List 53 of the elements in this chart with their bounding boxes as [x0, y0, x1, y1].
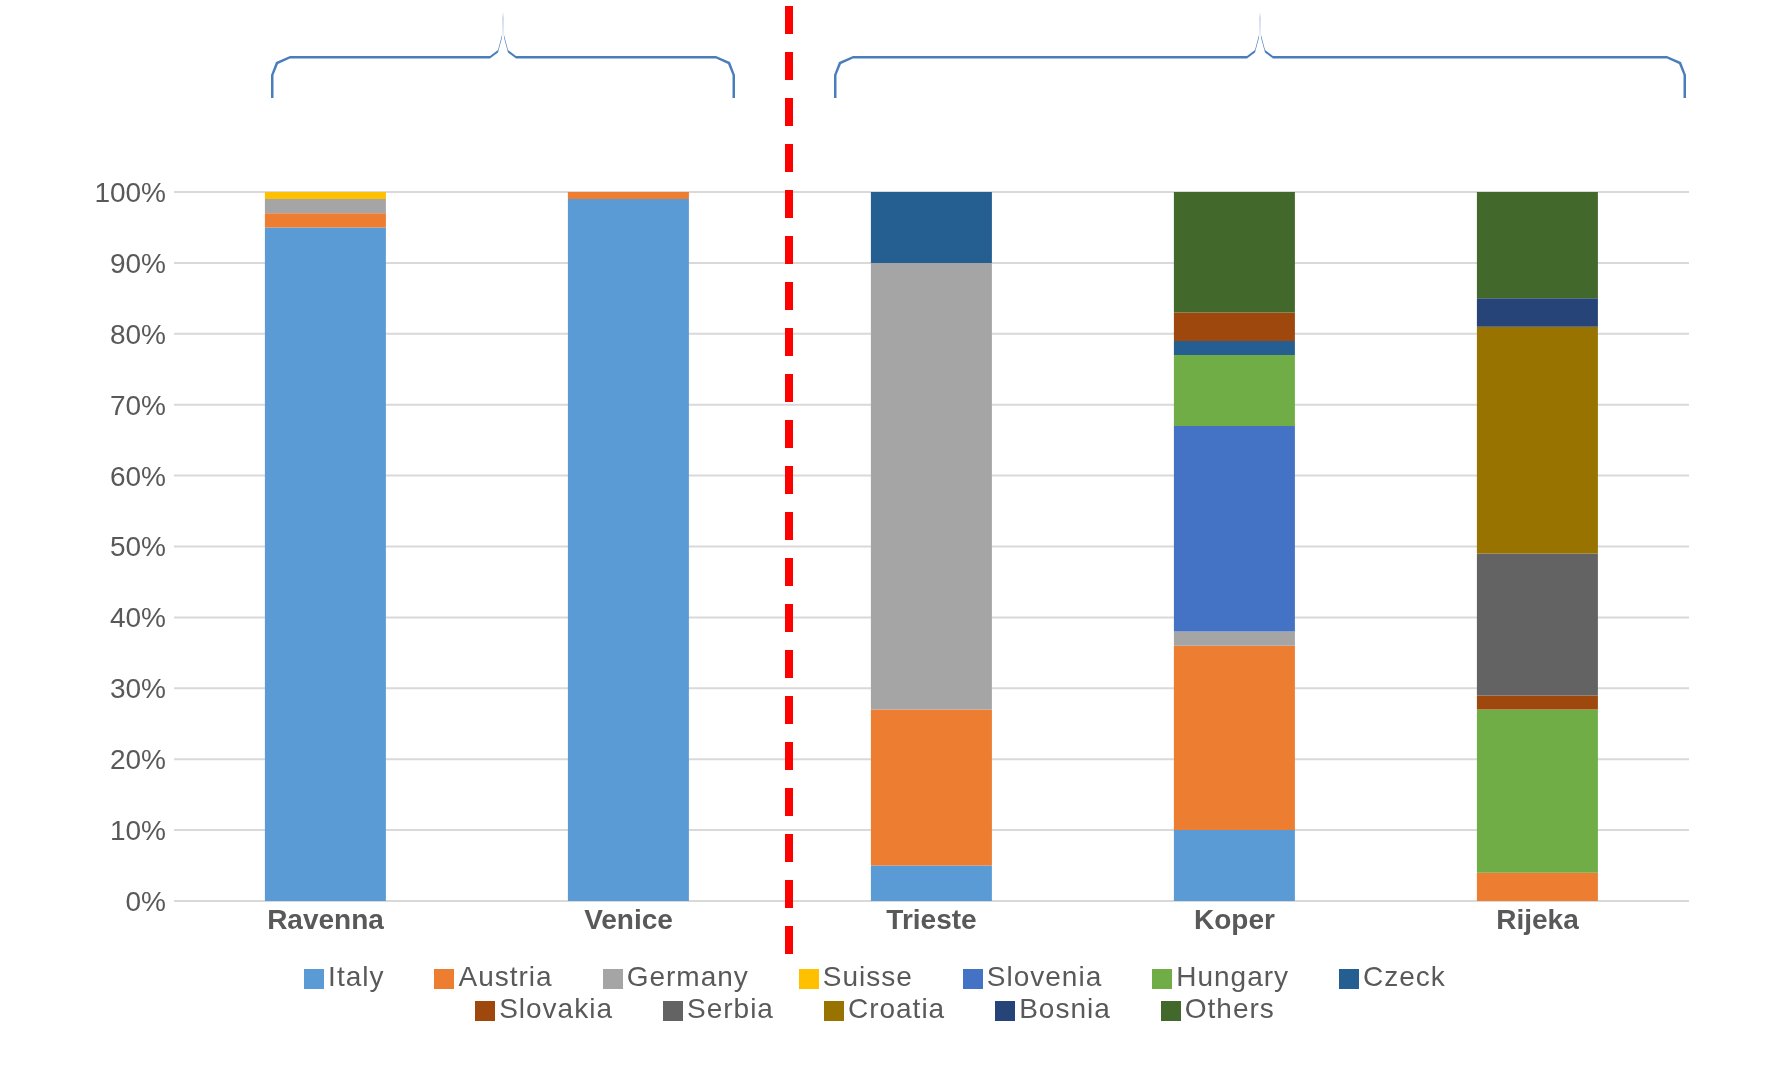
- bar: [870, 865, 992, 901]
- bar: [870, 262, 992, 710]
- y-tick-label: 10%: [109, 815, 166, 847]
- bar: [1173, 312, 1295, 341]
- bar: [870, 709, 992, 866]
- bar: [264, 213, 386, 228]
- bar: [1476, 709, 1598, 873]
- y-tick-label: 80%: [109, 318, 166, 350]
- bar: [1173, 830, 1295, 901]
- legend-label: Austria: [458, 961, 553, 992]
- bar: [264, 192, 386, 200]
- y-tick-label: 0%: [125, 885, 166, 917]
- bar: [870, 192, 992, 263]
- bar: [264, 199, 386, 214]
- y-tick-label: 100%: [94, 176, 166, 208]
- y-tick-label: 90%: [109, 247, 166, 279]
- bar: [1476, 872, 1598, 901]
- bar: [1476, 298, 1598, 327]
- bar: [567, 192, 689, 200]
- bar: [1173, 192, 1295, 313]
- bar: [1173, 355, 1295, 426]
- y-tick-label: 20%: [109, 744, 166, 776]
- x-tick-label: Rijeka: [1496, 903, 1580, 935]
- bar: [1173, 340, 1295, 356]
- legend-label: Serbia: [686, 993, 774, 1024]
- bar: [1173, 631, 1295, 646]
- legend-label: Suisse: [822, 961, 913, 992]
- bar: [1476, 326, 1598, 554]
- bar: [1476, 695, 1598, 710]
- legend-label: Croatia: [847, 993, 946, 1024]
- bar: [264, 227, 386, 901]
- x-tick-label: Ravenna: [267, 903, 385, 935]
- bar: [1476, 192, 1598, 299]
- y-tick-label: 50%: [109, 531, 166, 563]
- legend-label: Slovenia: [986, 961, 1103, 992]
- y-tick-label: 40%: [109, 602, 166, 634]
- legend-label: Others: [1184, 993, 1275, 1024]
- y-tick-label: 60%: [109, 460, 166, 492]
- legend-label: Czeck: [1363, 961, 1446, 992]
- x-tick-label: Venice: [584, 903, 673, 935]
- legend-label: Hungary: [1176, 961, 1290, 992]
- y-tick-label: 30%: [109, 673, 166, 705]
- y-tick-label: 70%: [109, 389, 166, 421]
- legend-label: Germany: [626, 961, 749, 992]
- bar: [1476, 553, 1598, 696]
- bar: [1173, 425, 1295, 632]
- bar: [567, 199, 689, 901]
- legend-label: Italy: [328, 961, 385, 992]
- legend-label: Slovakia: [499, 993, 613, 1024]
- legend-label: Bosnia: [1019, 993, 1111, 1024]
- bar: [1173, 645, 1295, 831]
- x-tick-label: Koper: [1194, 903, 1276, 935]
- x-tick-label: Trieste: [886, 903, 977, 935]
